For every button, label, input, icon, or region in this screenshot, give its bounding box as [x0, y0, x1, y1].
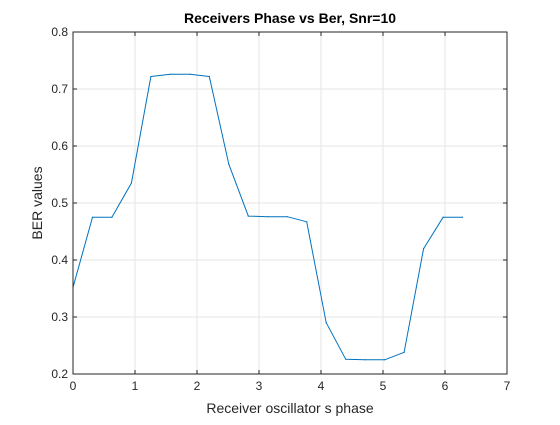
data-point [423, 248, 425, 250]
data-point [111, 216, 113, 218]
y-tick-label: 0.3 [51, 310, 68, 324]
x-tick-label: 7 [504, 379, 511, 393]
x-axis-label: Receiver oscillator s phase [206, 400, 374, 416]
data-point [286, 216, 288, 218]
y-tick-label: 0.5 [51, 196, 68, 210]
data-point [247, 215, 249, 217]
x-tick-label: 3 [256, 379, 263, 393]
x-tick-label: 1 [132, 379, 139, 393]
x-tick-label: 2 [194, 379, 201, 393]
y-tick-label: 0.4 [51, 253, 68, 267]
y-axis-label: BER values [29, 166, 45, 239]
data-point [461, 216, 464, 218]
data-point [189, 73, 191, 75]
x-tick-label: 6 [442, 379, 449, 393]
data-point [208, 75, 210, 78]
ticks [72, 31, 508, 375]
data-point [169, 73, 172, 75]
x-tick-label: 4 [318, 379, 325, 393]
data-point [130, 182, 133, 184]
y-tick-labels: 0.2 0.3 0.4 0.5 0.6 0.7 0.8 [51, 25, 68, 381]
x-tick-label: 5 [380, 379, 387, 393]
data-point [345, 358, 347, 360]
data-point [384, 359, 386, 361]
data-point [325, 322, 327, 324]
y-tick-label: 0.8 [51, 25, 68, 39]
x-tick-labels: 0 1 2 3 4 5 6 7 [70, 379, 511, 393]
data-point [364, 359, 366, 361]
x-tick-label: 0 [70, 379, 77, 393]
data-point [267, 216, 269, 218]
data-point [403, 351, 405, 353]
y-tick-label: 0.7 [51, 82, 68, 96]
data-point [91, 216, 94, 218]
data-point [228, 163, 230, 165]
data-point [442, 216, 444, 218]
data-point [150, 75, 152, 78]
data-point [306, 221, 308, 223]
chart-title: Receivers Phase vs Ber, Snr=10 [184, 10, 396, 26]
y-tick-label: 0.6 [51, 139, 68, 153]
y-tick-label: 0.2 [51, 367, 68, 381]
